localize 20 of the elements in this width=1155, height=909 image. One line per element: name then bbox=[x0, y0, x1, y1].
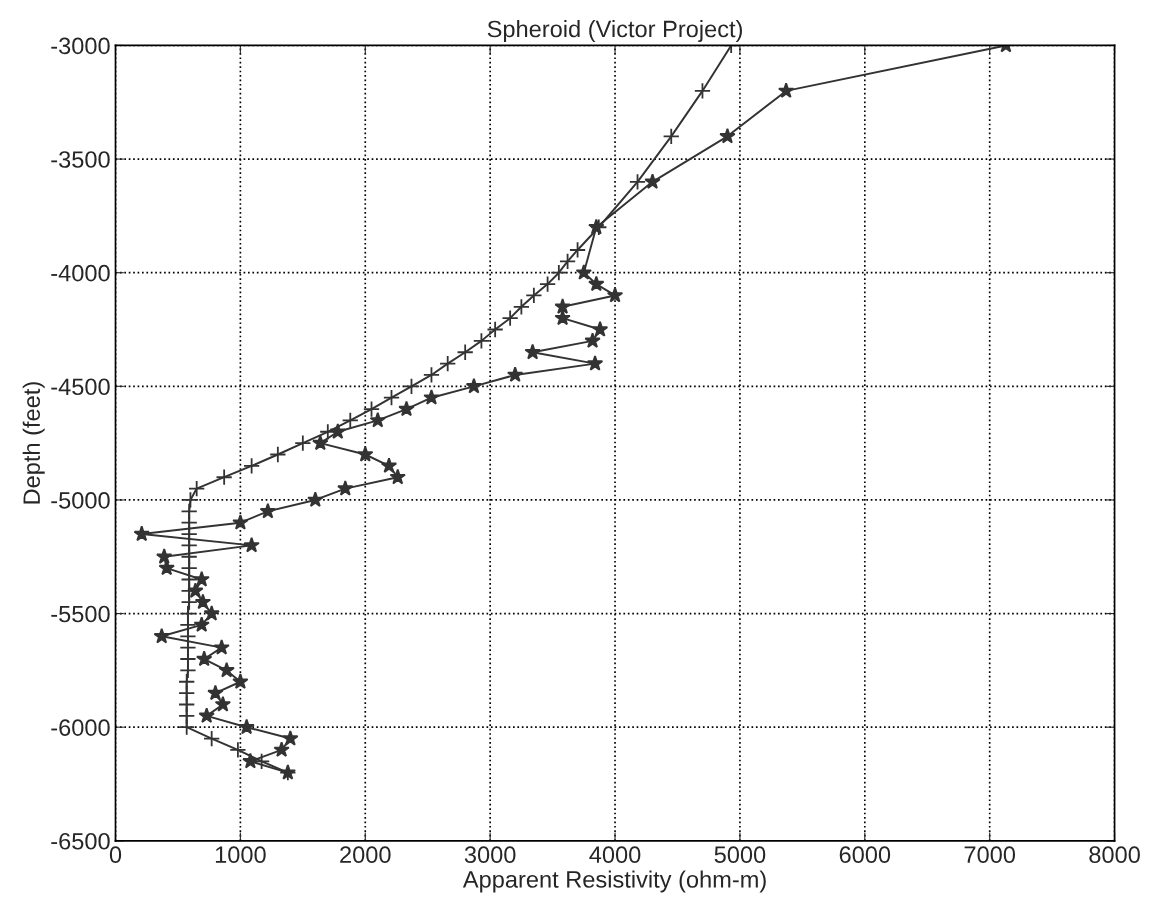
y-tick-label: -4500 bbox=[51, 378, 110, 396]
y-tick-label: -3500 bbox=[51, 151, 110, 168]
x-tick-label: 3000 bbox=[464, 846, 516, 864]
y-tick-label: -5000 bbox=[51, 492, 110, 509]
x-tick-label: 4000 bbox=[589, 846, 641, 864]
chart-title: Spheroid (Victor Project) bbox=[487, 20, 742, 43]
x-tick-label: 5000 bbox=[714, 846, 766, 864]
x-axis-title: Apparent Resistivity (ohm-m) bbox=[462, 870, 766, 893]
y-axis-title: Depth (feet) bbox=[22, 382, 45, 504]
x-tick-label: 2000 bbox=[340, 846, 391, 864]
y-tick-label: -3000 bbox=[51, 37, 110, 55]
y-tick-label: -6000 bbox=[51, 719, 110, 736]
x-tick-label: 1000 bbox=[215, 846, 266, 864]
x-tick-label: 7000 bbox=[964, 846, 1016, 864]
x-tick-label: 6000 bbox=[839, 846, 891, 864]
y-tick-label: -4000 bbox=[51, 264, 110, 282]
x-tick-label: 0 bbox=[109, 846, 122, 864]
y-tick-label: -5500 bbox=[51, 605, 110, 623]
x-tick-label: 8000 bbox=[1089, 846, 1140, 864]
y-tick-label: -6500 bbox=[51, 832, 110, 850]
